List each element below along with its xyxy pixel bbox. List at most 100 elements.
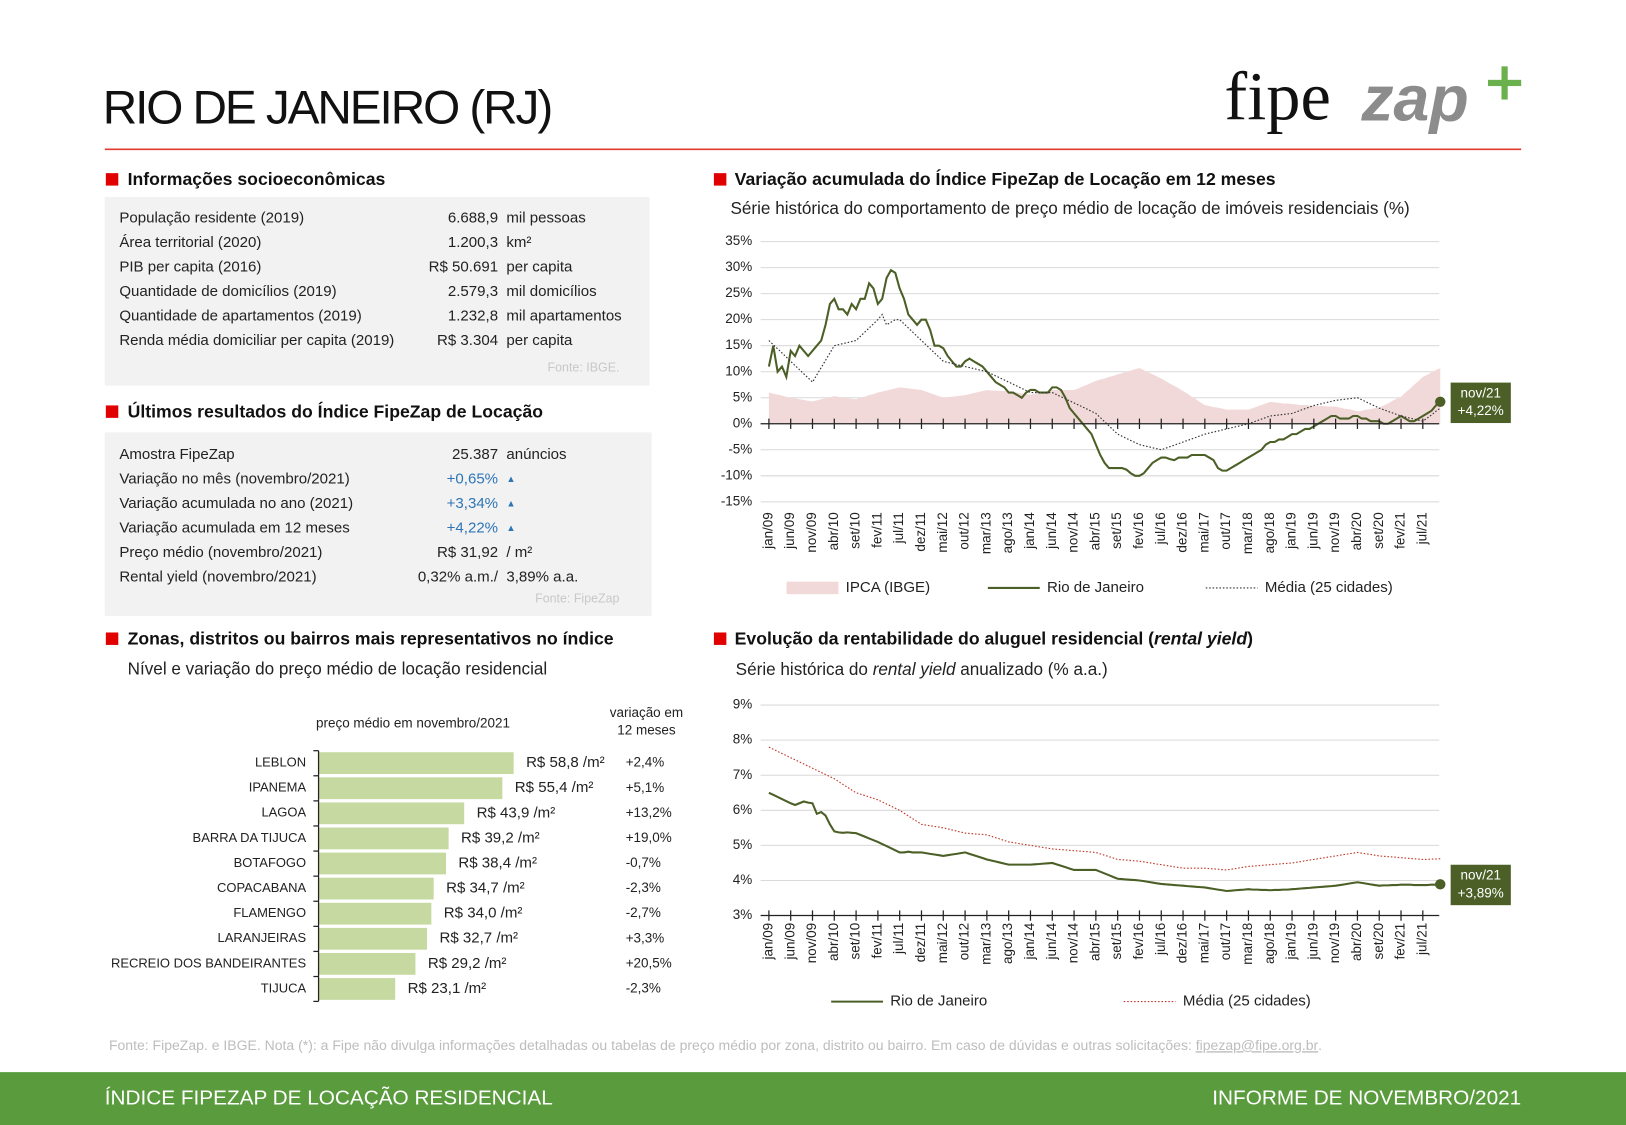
- x-tick-label: set/20: [1371, 923, 1386, 960]
- info-value: 6.688,9: [448, 210, 498, 227]
- change-label: +2,4%: [626, 755, 665, 770]
- info-label: Variação acumulada no ano (2021): [119, 495, 353, 512]
- note-text: .: [1318, 1037, 1322, 1053]
- y-tick-label: 4%: [733, 872, 752, 887]
- legend-label: IPCA (IBGE): [846, 579, 930, 596]
- x-tick-label: set/15: [1109, 923, 1124, 960]
- change-label: +13,2%: [626, 805, 672, 820]
- x-tick-label: set/10: [848, 512, 863, 549]
- category-label: RECREIO DOS BANDEIRANTES: [111, 955, 306, 970]
- y-tick-label: 25%: [725, 285, 752, 300]
- change-label: +5,1%: [626, 780, 665, 795]
- x-tick-label: nov/14: [1066, 512, 1081, 553]
- x-tick-label: set/20: [1371, 512, 1386, 549]
- x-tick-label: jan/14: [1022, 512, 1037, 550]
- legend-label: Média (25 cidades): [1183, 993, 1311, 1010]
- y-tick-label: 35%: [725, 233, 752, 248]
- chart-title: Variação acumulada do Índice FipeZap de …: [735, 168, 1276, 189]
- info-value: 2.579,3: [448, 283, 498, 300]
- info-unit: mil apartamentos: [506, 308, 621, 325]
- x-tick-label: mar/13: [978, 512, 993, 554]
- x-tick-label: jul/21: [1414, 923, 1429, 956]
- value-label: R$ 34,0 /m²: [444, 905, 523, 922]
- value-label: R$ 29,2 /m²: [428, 955, 507, 972]
- info-unit: mil domicílios: [506, 283, 596, 300]
- y-tick-label: -15%: [721, 493, 752, 508]
- series-line: [767, 268, 1441, 477]
- value-label: R$ 39,2 /m²: [461, 829, 540, 846]
- end-marker: [1435, 879, 1446, 890]
- x-tick-label: out/17: [1218, 923, 1233, 960]
- info-box: [104, 432, 652, 616]
- value-label: R$ 32,7 /m²: [439, 930, 518, 947]
- end-label: +4,22%: [1458, 403, 1504, 418]
- x-tick-label: out/12: [957, 923, 972, 960]
- info-label: População residente (2019): [119, 210, 304, 227]
- x-tick-label: jun/14: [1044, 512, 1059, 550]
- bar: [318, 827, 449, 850]
- info-value: R$ 3.304: [437, 332, 498, 349]
- legend-swatch: [786, 581, 839, 595]
- value-label: R$ 38,4 /m²: [458, 854, 537, 871]
- category-label: LAGOA: [261, 805, 306, 820]
- x-tick-label: dez/11: [913, 512, 928, 551]
- x-tick-label: ago/13: [1000, 923, 1015, 964]
- x-tick-label: set/15: [1109, 512, 1124, 549]
- bar: [318, 852, 446, 875]
- x-tick-label: nov/19: [1327, 512, 1342, 552]
- x-tick-label: nov/09: [804, 923, 819, 963]
- info-label: PIB per capita (2016): [119, 259, 261, 276]
- heading-marker: [105, 405, 119, 418]
- column-header: 12 meses: [617, 723, 676, 738]
- info-label: Renda média domiciliar per capita (2019): [119, 332, 394, 349]
- y-tick-label: 9%: [733, 697, 752, 712]
- x-tick-label: fev/11: [869, 923, 884, 959]
- legend-label: Rio de Janeiro: [890, 993, 987, 1010]
- end-label-box: [1450, 382, 1511, 424]
- x-tick-label: jan/09: [760, 512, 775, 550]
- y-tick-label: 10%: [725, 363, 752, 378]
- x-tick-label: mar/18: [1240, 512, 1255, 554]
- heading-marker: [713, 632, 727, 645]
- info-label: Rental yield (novembro/2021): [119, 569, 316, 586]
- heading-marker: [105, 632, 119, 645]
- logo-plus: [1487, 79, 1522, 87]
- x-tick-label: mai/12: [935, 923, 950, 963]
- footer-left: ÍNDICE FIPEZAP DE LOCAÇÃO RESIDENCIAL: [105, 1087, 553, 1110]
- category-label: FLAMENGO: [233, 905, 306, 920]
- y-tick-label: 30%: [725, 259, 752, 274]
- info-label: Preço médio (novembro/2021): [119, 544, 322, 561]
- info-unit: ▲: [506, 499, 515, 509]
- x-tick-label: abr/10: [826, 512, 841, 550]
- y-tick-label: -5%: [728, 441, 752, 456]
- end-label: nov/21: [1460, 868, 1500, 883]
- info-unit: ▲: [506, 474, 515, 484]
- info-value: +0,65%: [447, 471, 498, 488]
- chart-subtitle: Série histórica do comportamento de preç…: [731, 199, 1410, 218]
- y-tick-label: 20%: [725, 311, 752, 326]
- category-label: BARRA DA TIJUCA: [193, 830, 307, 845]
- change-label: +20,5%: [626, 955, 672, 970]
- info-unit: ▲: [506, 523, 515, 533]
- change-label: +3,3%: [626, 930, 665, 945]
- info-label: Amostra FipeZap: [119, 446, 234, 463]
- category-label: LARANJEIRAS: [218, 930, 307, 945]
- end-marker: [1435, 396, 1446, 407]
- info-unit: mil pessoas: [506, 210, 585, 227]
- info-label: Área territorial (2020): [119, 234, 261, 251]
- source-note: Fonte: FipeZap: [535, 592, 619, 606]
- legend-label: Média (25 cidades): [1265, 579, 1393, 596]
- x-tick-label: nov/09: [804, 512, 819, 552]
- subtitle-part: Série histórica do: [736, 659, 873, 678]
- x-tick-label: mai/17: [1196, 512, 1211, 552]
- info-label: Variação acumulada em 12 meses: [119, 520, 349, 537]
- title-part: Evolução da rentabilidade do aluguel res…: [735, 628, 1154, 648]
- x-tick-label: jun/09: [782, 923, 797, 961]
- bar: [318, 927, 428, 950]
- category-label: TIJUCA: [261, 980, 307, 995]
- email-link[interactable]: fipezap@fipe.org.br: [1196, 1037, 1319, 1053]
- end-label-box: [1450, 864, 1511, 906]
- category-label: BOTAFOGO: [234, 855, 306, 870]
- x-tick-label: jun/09: [782, 512, 797, 550]
